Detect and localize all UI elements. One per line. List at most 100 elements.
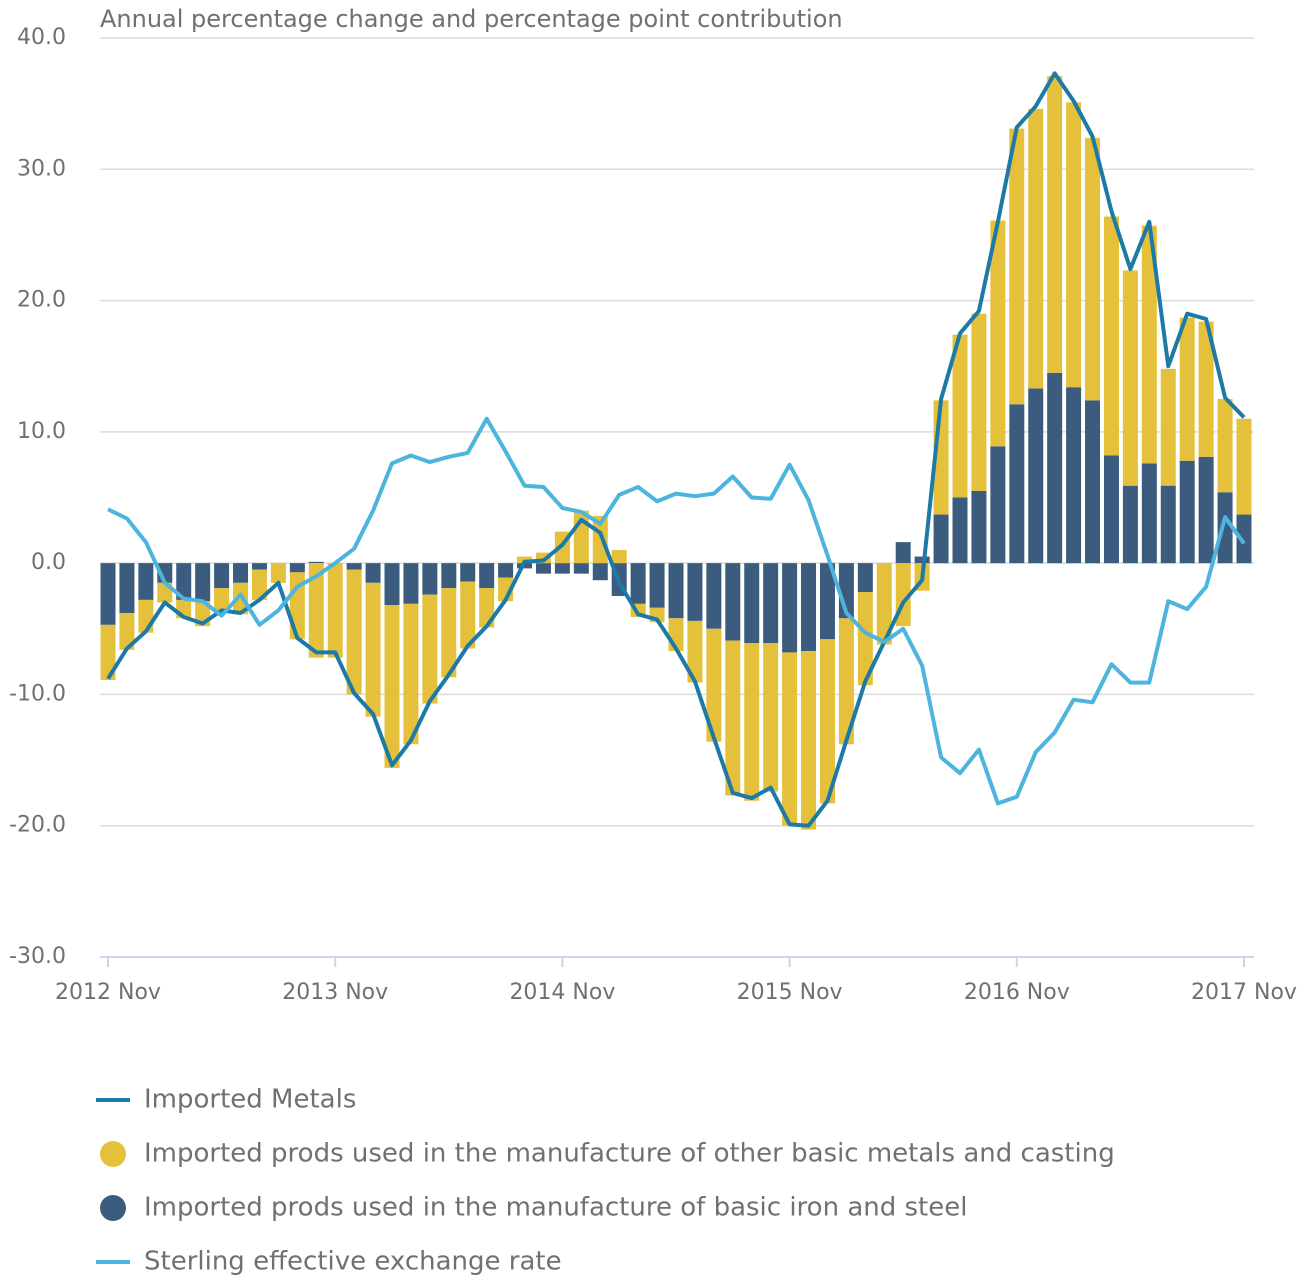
bar — [441, 563, 457, 589]
bar — [1028, 108, 1044, 389]
bar — [1047, 76, 1063, 373]
bar — [971, 490, 987, 564]
bar — [1103, 216, 1119, 456]
bar — [744, 563, 760, 644]
bar — [214, 588, 230, 614]
bar — [176, 563, 192, 600]
bar — [801, 651, 817, 830]
bar — [1236, 418, 1252, 515]
y-tick-label: -20.0 — [9, 813, 66, 838]
bar — [914, 556, 930, 564]
y-tick-label: 30.0 — [17, 156, 66, 181]
x-tick-label: 2017 Nov — [1191, 980, 1297, 1005]
bar — [933, 514, 949, 564]
bar — [1009, 128, 1025, 405]
bar — [819, 563, 835, 640]
bar — [1217, 492, 1233, 564]
x-tick-label: 2015 Nov — [737, 980, 843, 1005]
bar — [384, 563, 400, 606]
bar — [346, 563, 362, 570]
bar — [763, 643, 779, 792]
bar — [308, 563, 324, 658]
bar — [365, 582, 381, 717]
bar — [744, 643, 760, 801]
bar — [857, 592, 873, 686]
bar — [460, 581, 476, 649]
bar — [782, 563, 798, 653]
bar — [1198, 456, 1214, 564]
bar — [1236, 514, 1252, 564]
bar — [1198, 321, 1214, 457]
y-tick-label: 10.0 — [17, 419, 66, 444]
bar — [535, 563, 551, 574]
y-tick-label: 40.0 — [17, 25, 66, 50]
y-tick-label: -30.0 — [9, 944, 66, 969]
bar — [422, 563, 438, 595]
x-tick-label: 2014 Nov — [509, 980, 615, 1005]
bar — [1141, 225, 1157, 464]
bar — [100, 624, 116, 680]
bar — [838, 618, 854, 745]
bar — [895, 542, 911, 564]
bar — [611, 550, 627, 564]
bar — [479, 563, 495, 589]
bar — [782, 652, 798, 826]
bar — [1085, 400, 1101, 564]
y-tick-label: 0.0 — [31, 550, 66, 575]
bar — [327, 563, 343, 658]
bar — [233, 563, 249, 583]
bar — [801, 563, 817, 652]
x-tick-label: 2012 Nov — [55, 980, 161, 1005]
bar — [346, 569, 362, 695]
bar — [725, 563, 741, 641]
bar — [1009, 404, 1025, 564]
bar — [498, 563, 514, 578]
legend-label: Imported prods used in the manufacture o… — [144, 1193, 967, 1223]
bar — [1160, 368, 1176, 486]
bar — [441, 588, 457, 678]
bar — [1160, 485, 1176, 564]
bar — [592, 515, 608, 564]
bar — [971, 313, 987, 491]
bar — [460, 563, 476, 582]
bar — [706, 628, 722, 742]
legend-label: Imported Metals — [144, 1085, 356, 1115]
line-series — [107, 416, 1246, 806]
bar — [403, 603, 419, 745]
bar — [214, 563, 230, 589]
legend-label: Sterling effective exchange rate — [144, 1247, 562, 1277]
bar — [535, 552, 551, 564]
bar — [573, 563, 589, 574]
bar — [1179, 317, 1195, 461]
bar — [1122, 270, 1138, 486]
bar — [119, 613, 135, 650]
bar — [819, 639, 835, 804]
bar — [1122, 485, 1138, 564]
bar — [1179, 460, 1195, 564]
bar — [630, 563, 646, 604]
bar — [1217, 399, 1233, 493]
bar — [706, 563, 722, 629]
bar — [952, 334, 968, 498]
bar — [990, 446, 1006, 564]
bar — [876, 563, 892, 645]
bar — [365, 563, 381, 583]
x-tick-label: 2016 Nov — [964, 980, 1070, 1005]
bar — [195, 563, 211, 602]
bar — [251, 563, 267, 570]
bar — [990, 220, 1006, 447]
bar — [1047, 372, 1063, 564]
bar — [1066, 102, 1082, 388]
bar — [1028, 388, 1044, 564]
bar — [1141, 463, 1157, 564]
bar — [1085, 137, 1101, 401]
bar — [138, 563, 154, 600]
bar — [952, 497, 968, 564]
bar — [687, 563, 703, 621]
x-tick-label: 2013 Nov — [282, 980, 388, 1005]
y-tick-label: 20.0 — [17, 288, 66, 313]
bar — [403, 563, 419, 604]
bar — [100, 563, 116, 625]
bar — [119, 563, 135, 614]
bar — [233, 582, 249, 615]
